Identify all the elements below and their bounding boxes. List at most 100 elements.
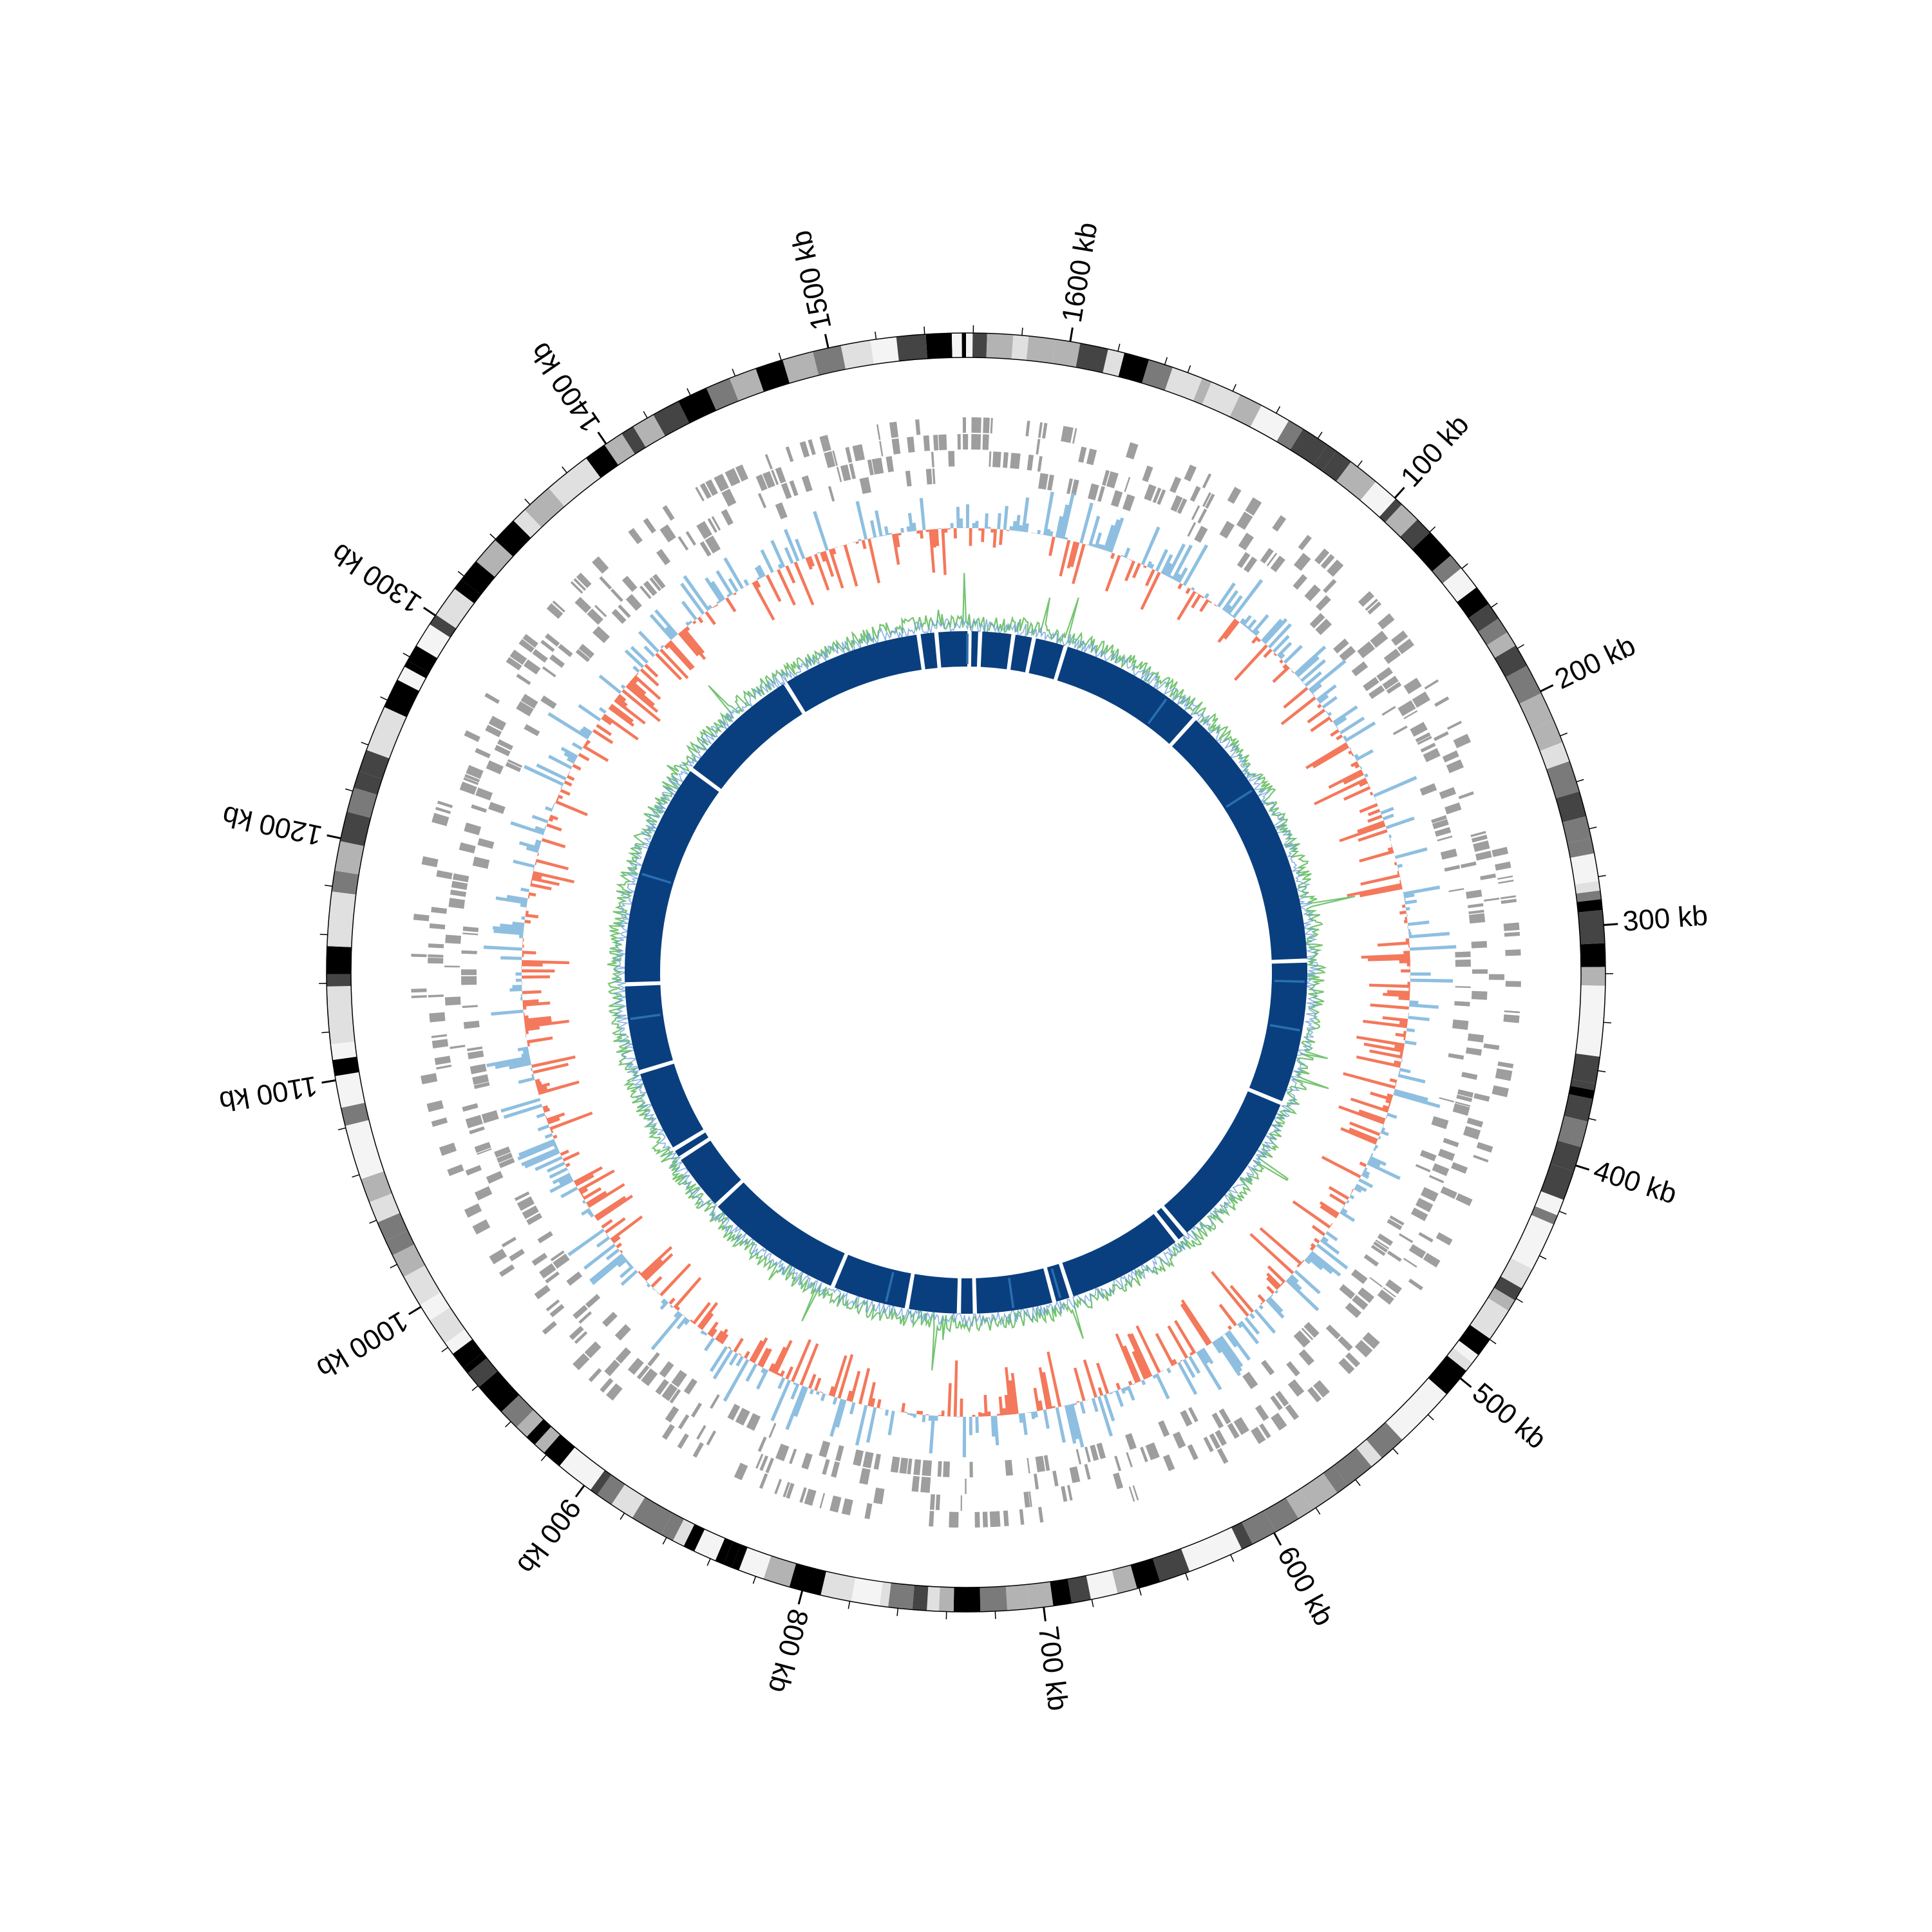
ideogram-band bbox=[463, 1352, 487, 1374]
ideogram-band bbox=[341, 1103, 369, 1126]
ideogram-band bbox=[328, 1017, 355, 1045]
ideogram-band bbox=[340, 811, 371, 846]
ideogram-band bbox=[1408, 1378, 1447, 1417]
ideogram-band bbox=[1555, 791, 1586, 822]
ideogram-band bbox=[1152, 1548, 1190, 1582]
ideogram-band bbox=[1027, 1582, 1054, 1609]
ideogram-band bbox=[706, 378, 739, 411]
tick-label: 1600 kb bbox=[1056, 220, 1104, 325]
ideogram-band bbox=[732, 1544, 748, 1571]
ideogram-band bbox=[1285, 1489, 1312, 1519]
ideogram-band bbox=[585, 444, 619, 478]
ideogram-band bbox=[1580, 943, 1605, 967]
ideogram-band bbox=[951, 333, 962, 358]
tick-label: 100 kb bbox=[1395, 409, 1475, 493]
ideogram-band bbox=[526, 1419, 551, 1445]
ideogram-band bbox=[397, 667, 426, 691]
ideogram-band bbox=[1578, 995, 1605, 1027]
ideogram-band bbox=[1432, 555, 1462, 584]
ideogram-band bbox=[1570, 1079, 1596, 1091]
ideogram-band bbox=[820, 1571, 856, 1602]
ideogram-band bbox=[1379, 498, 1402, 523]
ideogram-band bbox=[980, 1586, 1008, 1612]
ideogram-band bbox=[468, 1358, 498, 1387]
ideogram-band bbox=[1130, 1558, 1160, 1589]
ideogram-band bbox=[1385, 504, 1418, 537]
ideogram-band bbox=[912, 1585, 929, 1611]
tick-label: 600 kb bbox=[1271, 1541, 1340, 1631]
ideogram-band bbox=[559, 1447, 583, 1473]
ideogram-band bbox=[961, 333, 966, 358]
ideogram-band bbox=[332, 870, 359, 895]
ideogram-band bbox=[632, 1497, 673, 1535]
tick-label: 500 kb bbox=[1466, 1377, 1552, 1455]
ideogram-band bbox=[567, 1454, 605, 1490]
ideogram-band bbox=[782, 351, 819, 384]
ideogram-band bbox=[1180, 1540, 1212, 1572]
ideogram-band bbox=[346, 787, 377, 819]
ideogram-outline bbox=[326, 332, 1606, 1613]
ideogram-band bbox=[478, 1371, 520, 1412]
ideogram-band bbox=[633, 414, 665, 448]
ideogram-band bbox=[1578, 909, 1605, 945]
ideogram-band bbox=[334, 840, 365, 875]
ideogram-band bbox=[1299, 1473, 1338, 1510]
tick-label: 1000 kb bbox=[311, 1305, 413, 1385]
ideogram-band bbox=[332, 1056, 359, 1076]
ideogram-band bbox=[1264, 1497, 1299, 1532]
ideogram-band bbox=[1510, 1247, 1538, 1269]
ideogram-band bbox=[972, 333, 987, 358]
ideogram-band bbox=[1067, 1575, 1092, 1604]
ideogram-band bbox=[1103, 348, 1125, 377]
ideogram-band bbox=[1570, 853, 1599, 885]
ideogram-band bbox=[345, 1120, 377, 1155]
ideogram-band bbox=[1493, 1276, 1522, 1301]
ideogram-band bbox=[1052, 339, 1081, 368]
ideogram-band bbox=[354, 771, 383, 795]
ideogram-band bbox=[1428, 1355, 1466, 1395]
ideogram-band bbox=[392, 1244, 426, 1277]
ideogram-band bbox=[1356, 1439, 1382, 1467]
ideogram-band bbox=[369, 1193, 401, 1223]
ideogram-band bbox=[789, 1563, 826, 1596]
ideogram-band bbox=[435, 588, 475, 629]
ideogram-band bbox=[327, 974, 352, 987]
ideogram-band bbox=[870, 336, 899, 365]
ideogram-band bbox=[1231, 1522, 1253, 1549]
ideogram-band bbox=[1580, 985, 1605, 996]
ideogram-band bbox=[516, 1410, 544, 1437]
ideogram-band bbox=[694, 1529, 725, 1561]
ideogram-band bbox=[452, 1339, 483, 1368]
ideogram-band bbox=[454, 579, 481, 603]
ideogram-band bbox=[408, 645, 438, 673]
ideogram-band bbox=[416, 624, 451, 658]
ideogram-band bbox=[840, 340, 875, 370]
ideogram-band bbox=[986, 333, 1014, 359]
ideogram-band bbox=[729, 368, 764, 401]
ideogram-band bbox=[501, 1395, 534, 1428]
ideogram-band bbox=[739, 1547, 772, 1579]
ideogram-band bbox=[715, 1538, 733, 1564]
ideogram-band bbox=[888, 1582, 914, 1610]
ideogram-band bbox=[419, 1292, 450, 1321]
ideogram-band bbox=[1142, 359, 1173, 391]
ideogram-band bbox=[1050, 1578, 1072, 1606]
ideogram-band bbox=[327, 914, 354, 947]
ideogram-band bbox=[723, 1541, 741, 1567]
ideogram-band bbox=[611, 433, 635, 461]
ideogram-band bbox=[1447, 1347, 1473, 1371]
ideogram-band bbox=[335, 1072, 365, 1108]
ideogram-band bbox=[1546, 761, 1580, 799]
ideogram-band bbox=[1580, 967, 1605, 986]
ideogram-band-track bbox=[326, 332, 1605, 1612]
ideogram-band bbox=[445, 1329, 473, 1354]
ideogram-band bbox=[1483, 1298, 1509, 1318]
ideogram-band bbox=[1457, 587, 1489, 618]
ideogram-band bbox=[524, 488, 565, 527]
ideogram-band bbox=[1011, 334, 1029, 361]
ideogram-band bbox=[1336, 462, 1376, 501]
ideogram-band bbox=[1567, 838, 1595, 858]
ideogram-band bbox=[1569, 1086, 1595, 1099]
ideogram-band bbox=[1412, 532, 1451, 572]
